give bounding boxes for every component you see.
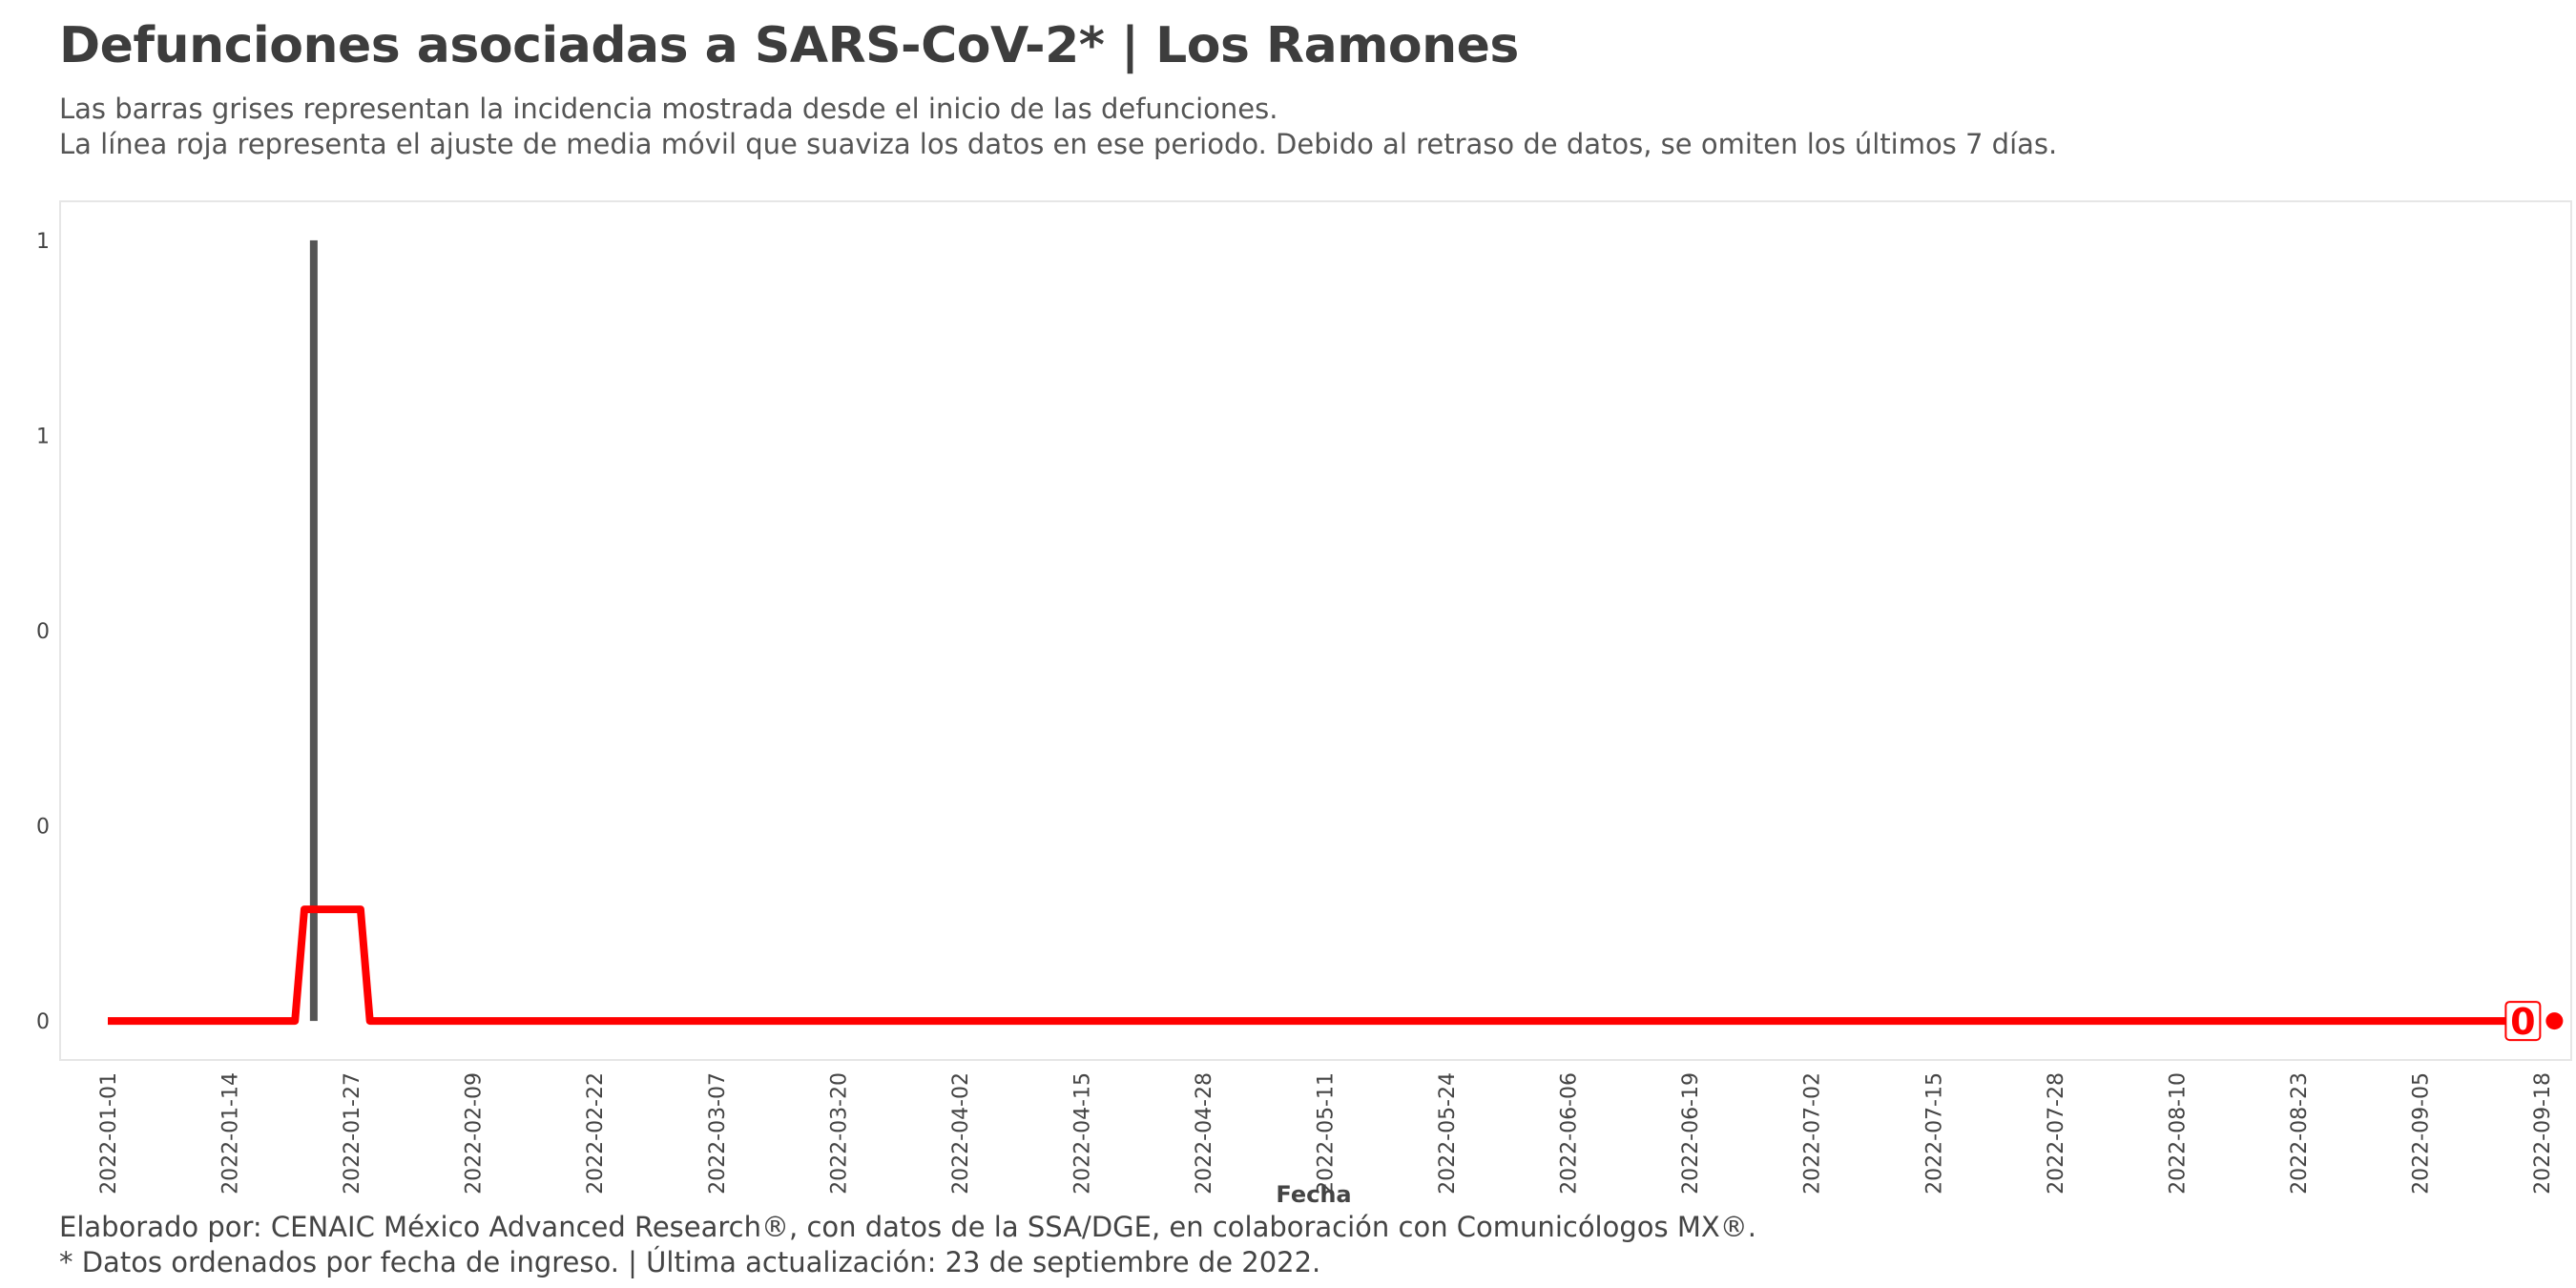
- subtitle-line-2: La línea roja representa el ajuste de me…: [59, 128, 2058, 160]
- x-tick-label: 2022-06-06: [1558, 1072, 1582, 1195]
- x-axis: 2022-01-01 2022-01-14 2022-01-27 2022-02-09…: [97, 1072, 2555, 1195]
- y-tick-label: 1: [36, 230, 50, 254]
- bar: [309, 239, 318, 1022]
- line-end-dot: [2545, 1012, 2564, 1030]
- x-tick-label: 2022-07-28: [2045, 1072, 2068, 1195]
- x-tick-label: 2022-03-20: [827, 1072, 851, 1195]
- x-tick-label: 2022-09-18: [2531, 1072, 2555, 1195]
- x-tick-label: 2022-04-02: [949, 1072, 973, 1195]
- caption-line-1: Elaborado por: CENAIC México Advanced Re…: [59, 1211, 1756, 1243]
- caption-line-2: * Datos ordenados por fecha de ingreso. …: [59, 1246, 1321, 1278]
- x-tick-label: 2022-08-23: [2288, 1072, 2312, 1195]
- x-tick-label: 2022-04-28: [1193, 1072, 1216, 1195]
- bar-series: [309, 239, 318, 1022]
- plot-panel: [59, 200, 2572, 1061]
- x-tick-label: 2022-05-24: [1436, 1072, 1460, 1195]
- x-tick-label: 2022-08-10: [2166, 1072, 2190, 1195]
- subtitle-line-1: Las barras grises representan la inciden…: [59, 93, 1278, 125]
- x-axis-title: Fecha: [1276, 1181, 1351, 1208]
- y-tick-label: 1: [36, 425, 50, 448]
- chart-title: Defunciones asociadas a SARS-CoV-2* | Lo…: [59, 17, 1519, 74]
- y-tick-label: 0: [36, 620, 50, 644]
- x-tick-label: 2022-07-02: [1801, 1072, 1825, 1195]
- moving-average-line: [108, 905, 2524, 1026]
- x-tick-label: 2022-06-19: [1679, 1072, 1703, 1195]
- x-tick-label: 2022-03-07: [706, 1072, 730, 1195]
- y-axis: 0 0 0 1 1: [36, 230, 50, 1034]
- x-tick-label: 2022-02-09: [463, 1072, 487, 1195]
- x-tick-label: 2022-04-15: [1070, 1072, 1094, 1195]
- x-tick-label: 2022-07-15: [1922, 1072, 1946, 1195]
- x-tick-label: 2022-01-27: [341, 1072, 364, 1195]
- x-tick-label: 2022-02-22: [584, 1072, 608, 1195]
- chart-caption: Elaborado por: CENAIC México Advanced Re…: [59, 1210, 1756, 1280]
- end-label: 0: [2510, 1001, 2535, 1043]
- end-label-box: [2504, 1001, 2542, 1042]
- chart-subtitle: Las barras grises representan la inciden…: [59, 92, 2057, 162]
- x-tick-label: 2022-09-05: [2409, 1072, 2433, 1195]
- y-tick-label: 0: [36, 1010, 50, 1034]
- x-tick-label: 2022-01-14: [219, 1072, 243, 1195]
- y-tick-label: 0: [36, 816, 50, 840]
- x-tick-label: 2022-01-01: [97, 1072, 121, 1195]
- x-tick-label: 2022-05-11: [1315, 1072, 1339, 1195]
